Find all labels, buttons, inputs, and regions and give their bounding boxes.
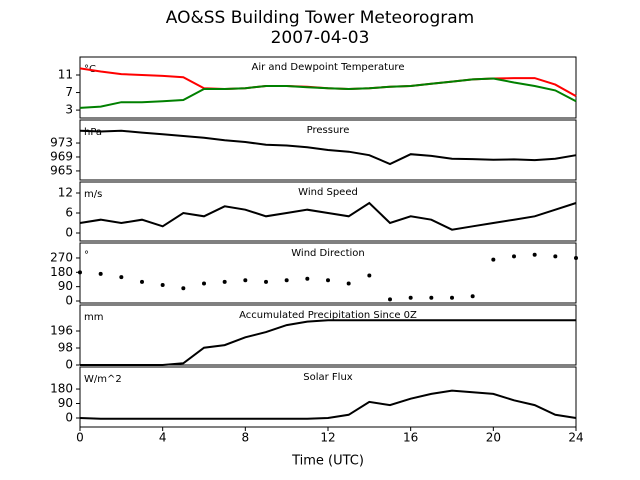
data-point — [512, 254, 516, 259]
data-line — [80, 319, 576, 366]
y-tick-label: 969 — [50, 149, 73, 163]
data-point — [450, 295, 454, 300]
x-axis-label: Time (UTC) — [291, 454, 364, 469]
y-tick-label: 90 — [58, 279, 73, 293]
x-tick-label: 8 — [242, 431, 250, 445]
data-point — [202, 281, 206, 286]
y-tick-label: 90 — [58, 396, 73, 410]
x-tick-label: 4 — [159, 431, 167, 445]
data-point — [532, 252, 537, 257]
panel-title: Air and Dewpoint Temperature — [252, 62, 405, 73]
data-point — [305, 276, 310, 281]
panel-title: Pressure — [307, 125, 350, 136]
y-tick-label: 11 — [58, 67, 73, 81]
data-point — [78, 270, 82, 275]
x-tick-label: 12 — [320, 431, 335, 445]
data-line — [79, 77, 577, 109]
y-tick-label: 196 — [50, 324, 73, 338]
panel-title: Accumulated Precipitation Since 0Z — [239, 310, 417, 321]
unit-label: W/m^2 — [84, 374, 122, 385]
data-point — [119, 275, 124, 280]
data-point — [181, 286, 186, 291]
chart-subtitle: 2007-04-03 — [271, 28, 370, 48]
unit-label: mm — [84, 312, 103, 323]
data-point — [553, 254, 558, 259]
unit-label: hPa — [84, 127, 102, 138]
x-tick-label: 20 — [486, 431, 501, 445]
unit-label: ° — [84, 250, 89, 261]
x-tick-label: 16 — [403, 431, 418, 445]
data-point — [160, 283, 165, 288]
data-line — [79, 201, 577, 231]
data-point — [367, 273, 372, 278]
y-tick-label: 0 — [65, 293, 73, 307]
data-point — [284, 278, 289, 283]
data-point — [222, 279, 227, 284]
y-tick-label: 6 — [65, 206, 73, 220]
data-point — [388, 297, 392, 302]
y-tick-label: 7 — [65, 85, 73, 99]
data-point — [574, 255, 578, 260]
y-tick-label: 270 — [50, 250, 73, 264]
data-point — [243, 278, 248, 283]
data-point — [408, 295, 413, 300]
panel-title: Wind Speed — [298, 187, 358, 198]
y-tick-label: 3 — [65, 103, 73, 117]
unit-label: m/s — [84, 189, 102, 200]
panel-title: Solar Flux — [303, 372, 353, 383]
panel-title: Wind Direction — [291, 248, 365, 259]
panel-frame — [79, 56, 577, 119]
chart-title: AO&SS Building Tower Meteorogram — [166, 8, 474, 28]
data-point — [98, 271, 103, 276]
data-line — [79, 129, 577, 166]
data-point — [326, 278, 330, 283]
data-point — [140, 279, 144, 284]
data-point — [429, 295, 434, 300]
x-tick-label: 24 — [568, 431, 583, 445]
data-point — [491, 257, 496, 262]
data-line — [79, 389, 577, 420]
data-point — [346, 281, 351, 286]
y-tick-label: 12 — [58, 186, 73, 200]
y-tick-label: 180 — [50, 382, 73, 396]
panel-frame — [79, 181, 577, 242]
y-tick-label: 965 — [50, 163, 73, 177]
panel-frame — [79, 304, 577, 366]
x-tick-label: 0 — [76, 431, 84, 445]
y-tick-label: 973 — [50, 136, 73, 150]
data-point — [470, 294, 475, 299]
y-tick-label: 0 — [65, 358, 73, 372]
y-tick-label: 98 — [58, 341, 73, 355]
y-tick-label: 0 — [65, 410, 73, 424]
y-tick-label: 0 — [65, 226, 73, 240]
panel-frame — [79, 119, 577, 181]
data-point — [264, 279, 268, 284]
y-tick-label: 180 — [50, 265, 73, 279]
